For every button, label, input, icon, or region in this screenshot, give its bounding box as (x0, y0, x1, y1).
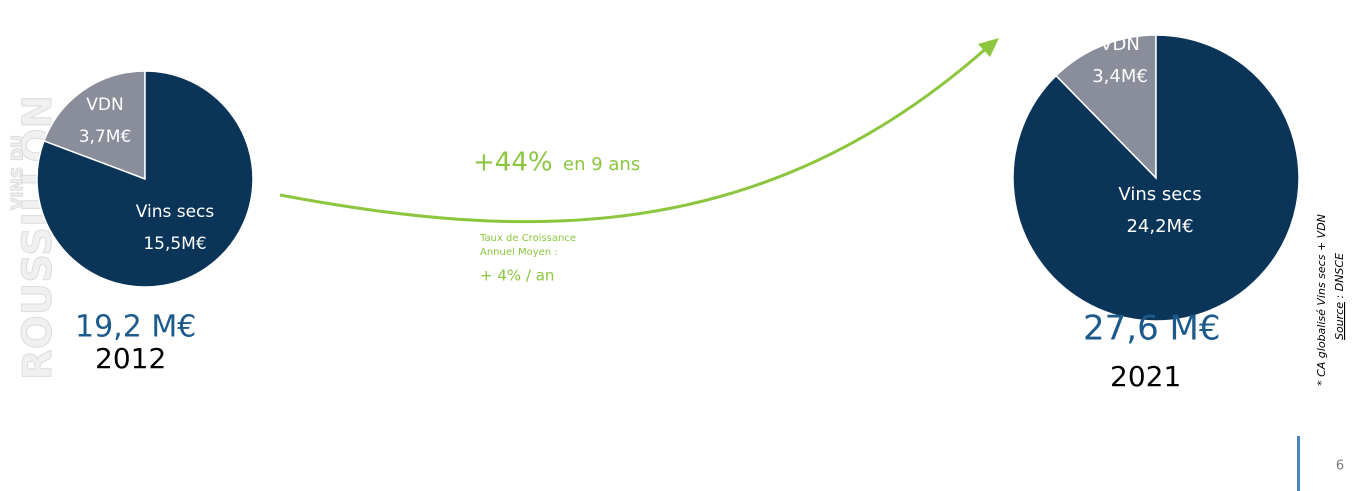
cagr-title: Taux de Croissance (479, 233, 576, 244)
footnote-group: * CA globalisé Vins secs + VDN Source : … (1315, 214, 1346, 386)
slice-value: 15,5M€ (143, 234, 206, 254)
source: Source : DNSCE (1333, 253, 1346, 340)
pie-slice (1012, 34, 1300, 322)
growth-value: +44% (473, 148, 553, 178)
growth-arrow (279, 43, 991, 224)
arrow-head (978, 38, 999, 57)
footnote: * CA globalisé Vins secs + VDN (1315, 214, 1328, 386)
slice-label: Vins secs (1118, 184, 1201, 205)
total-label: 27,6 M€ (1083, 309, 1220, 349)
pie-slice (42, 70, 146, 181)
page-number: 6 (1336, 459, 1344, 474)
pie-slice (36, 70, 254, 288)
growth-period: en 9 ans (563, 154, 640, 175)
slice-label: VDN (1100, 34, 1140, 55)
cagr-value: + 4% / an (480, 267, 554, 285)
cagr-title: Annuel Moyen : (480, 247, 558, 258)
slice-value: 3,7M€ (79, 127, 132, 147)
pie-slice (1054, 34, 1157, 180)
slice-label: VDN (86, 95, 123, 115)
source-text: : DNSCE (1333, 253, 1346, 302)
watermark-text: VINS DU (8, 135, 27, 210)
year-label: 2021 (1110, 360, 1181, 393)
page-bar (1297, 436, 1300, 491)
slice-value: 24,2M€ (1126, 216, 1193, 237)
source-label: Source (1333, 302, 1346, 340)
slice-value: 3,4M€ (1092, 66, 1148, 87)
total-label: 19,2 M€ (75, 310, 196, 345)
slice-label: Vins secs (136, 202, 215, 222)
year-label: 2012 (95, 342, 166, 375)
